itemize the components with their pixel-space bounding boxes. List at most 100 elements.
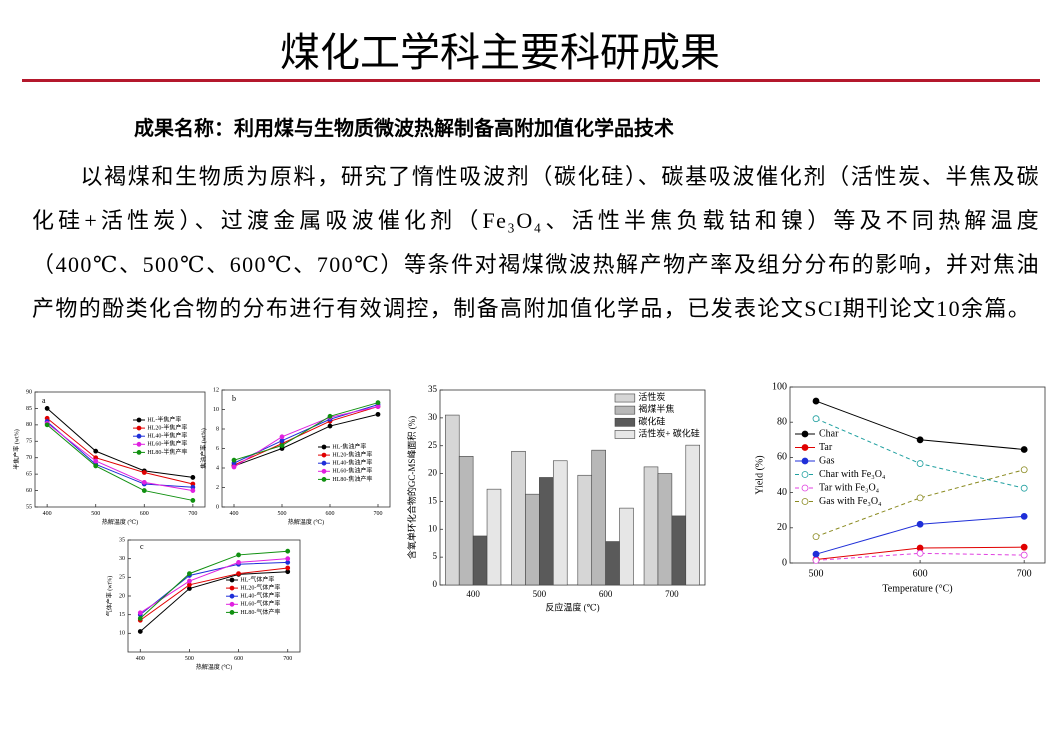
y-tick-label: 10 bbox=[119, 631, 125, 637]
y-tick-label: 20 bbox=[119, 593, 125, 599]
y-tick-label: 2 bbox=[216, 485, 219, 491]
bar bbox=[643, 466, 659, 586]
y-tick-label: 12 bbox=[213, 387, 219, 393]
legend-marker bbox=[321, 452, 327, 458]
point bbox=[812, 550, 820, 558]
paragraph: 以褐煤和生物质为原料，研究了惰性吸波剂（碳化硅）、碳基吸波催化剂（活性炭、半焦及… bbox=[32, 164, 1040, 321]
legend-label: HL80-半焦产率 bbox=[147, 448, 187, 456]
point bbox=[1020, 543, 1028, 551]
panel-label: b bbox=[232, 394, 236, 403]
point bbox=[93, 448, 99, 454]
y-tick-label: 30 bbox=[119, 556, 125, 562]
legend-label: HL60-半焦产率 bbox=[147, 440, 187, 448]
legend-label: HL20-气体产率 bbox=[240, 583, 280, 591]
y-tick-label: 55 bbox=[26, 504, 32, 510]
point bbox=[1020, 512, 1028, 520]
series-line bbox=[46, 424, 193, 501]
x-tick-label: 500 bbox=[185, 656, 194, 662]
x-tick-label: 600 bbox=[599, 589, 613, 599]
point bbox=[916, 520, 924, 528]
y-tick-label: 15 bbox=[428, 495, 438, 505]
point bbox=[279, 443, 285, 448]
legend-label: HL-焦油产率 bbox=[332, 442, 366, 450]
series-line bbox=[139, 550, 288, 619]
point bbox=[137, 610, 143, 616]
legend-marker bbox=[321, 476, 327, 482]
point bbox=[916, 549, 924, 557]
series-line bbox=[233, 406, 379, 466]
y-tick-label: 0 bbox=[433, 579, 438, 589]
x-tick-label: 500 bbox=[809, 568, 824, 579]
series-line bbox=[46, 408, 193, 478]
x-tick-label: 700 bbox=[1017, 568, 1032, 579]
legend-marker bbox=[801, 484, 809, 492]
point bbox=[812, 397, 820, 405]
x-tick-label: 400 bbox=[43, 511, 52, 517]
legend-swatch bbox=[614, 393, 636, 403]
point bbox=[141, 488, 147, 493]
legend-label: HL20-半焦产率 bbox=[147, 423, 187, 431]
y-tick-label: 60 bbox=[26, 488, 32, 494]
legend-marker bbox=[321, 468, 327, 474]
bar bbox=[525, 493, 540, 586]
bar bbox=[591, 449, 606, 586]
point bbox=[327, 413, 333, 419]
x-axis-label: 反应温度 (℃) bbox=[545, 601, 599, 612]
point bbox=[187, 578, 192, 584]
y-tick-label: 15 bbox=[119, 612, 125, 618]
legend-label: HL60-焦油产率 bbox=[332, 467, 372, 475]
y-tick-label: 80 bbox=[26, 422, 32, 428]
point bbox=[279, 438, 285, 444]
point bbox=[327, 423, 333, 429]
point bbox=[231, 457, 237, 463]
series-line bbox=[139, 567, 288, 621]
y-tick-label: 6 bbox=[216, 446, 219, 452]
bar bbox=[552, 460, 568, 586]
point bbox=[93, 458, 99, 464]
x-tick-label: 400 bbox=[230, 511, 239, 517]
legend-label: HL80-焦油产率 bbox=[332, 475, 372, 483]
legend-marker bbox=[801, 430, 809, 438]
legend-label: HL-气体产率 bbox=[240, 575, 274, 583]
point bbox=[285, 565, 291, 571]
x-tick-label: 600 bbox=[234, 656, 243, 662]
series-line bbox=[233, 402, 379, 461]
point bbox=[812, 533, 820, 540]
legend-marker bbox=[229, 610, 235, 615]
legend-marker bbox=[136, 441, 142, 447]
bar bbox=[511, 450, 526, 586]
point bbox=[375, 411, 381, 417]
point bbox=[812, 415, 820, 423]
x-tick-label: 500 bbox=[278, 511, 287, 517]
point bbox=[236, 571, 241, 576]
legend-label: HL20-焦油产率 bbox=[332, 450, 372, 458]
y-axis-label: 气体产率 (wt%) bbox=[105, 576, 113, 617]
legend-marker bbox=[801, 457, 809, 465]
legend-label: 褐煤半焦 bbox=[638, 403, 674, 414]
bar bbox=[486, 488, 502, 586]
x-axis-label: Temperature (°C) bbox=[882, 583, 952, 594]
legend-marker bbox=[136, 417, 142, 423]
legend-marker bbox=[801, 444, 809, 451]
y-tick-label: 5 bbox=[433, 551, 438, 561]
y-tick-label: 70 bbox=[26, 455, 32, 461]
legend-label: HL40-气体产率 bbox=[240, 592, 280, 600]
x-tick-label: 700 bbox=[283, 656, 292, 662]
point bbox=[375, 400, 381, 406]
point bbox=[1020, 466, 1028, 474]
x-tick-label: 400 bbox=[136, 656, 145, 662]
y-tick-label: 80 bbox=[777, 416, 787, 427]
x-axis-label: 热解温度 (℃) bbox=[196, 663, 232, 671]
legend-swatch bbox=[614, 405, 636, 415]
x-axis-label: 热解温度 (℃) bbox=[288, 518, 324, 526]
legend-marker bbox=[229, 585, 235, 591]
y-tick-label: 20 bbox=[777, 522, 787, 533]
bar bbox=[539, 477, 554, 586]
point bbox=[916, 494, 924, 502]
series-line bbox=[233, 413, 379, 467]
x-tick-label: 500 bbox=[91, 511, 100, 517]
bar bbox=[472, 535, 488, 586]
x-tick-label: 600 bbox=[140, 511, 149, 517]
